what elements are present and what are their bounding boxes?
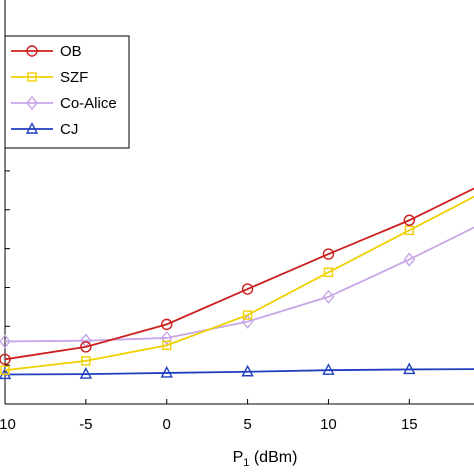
data-point	[404, 225, 415, 236]
legend-item: SZF	[11, 69, 88, 86]
data-point	[241, 364, 254, 377]
data-point	[241, 283, 254, 295]
data-point	[322, 289, 335, 304]
legend-label: SZF	[60, 69, 88, 86]
data-point	[160, 365, 173, 378]
series-line	[4, 226, 474, 343]
x-tick-label: 15	[401, 416, 418, 433]
data-point	[242, 310, 253, 320]
series-line	[4, 195, 474, 372]
x-tick-label: -10	[0, 416, 16, 433]
legend-label: CJ	[60, 121, 78, 138]
data-point	[162, 340, 172, 351]
ticks-layer: -10 -5 0 5 10 15	[0, 170, 418, 433]
x-axis-label-unit: (dBm)	[249, 449, 297, 466]
data-point	[0, 334, 11, 349]
legend-marker	[27, 72, 37, 82]
data-point	[79, 367, 93, 379]
data-point	[0, 353, 11, 366]
series-line	[4, 187, 474, 361]
data-point	[322, 363, 335, 375]
legend-label: OB	[60, 43, 82, 60]
x-tick-label: 10	[320, 416, 337, 433]
series-ob	[0, 187, 474, 366]
x-axis-label-main: P	[233, 449, 244, 466]
legend-marker	[26, 45, 38, 57]
data-point	[403, 252, 416, 267]
legend-item: OB	[11, 43, 82, 60]
legend-marker	[25, 121, 39, 134]
series-cj	[0, 362, 474, 380]
data-point	[322, 248, 335, 260]
data-point	[403, 214, 416, 226]
data-point	[160, 330, 173, 346]
series-line	[4, 368, 474, 376]
legend-marker	[26, 95, 38, 111]
series-szf	[0, 195, 474, 375]
legend-label: Co-Alice	[60, 95, 117, 112]
x-tick-label: 0	[163, 416, 171, 433]
data-point	[403, 362, 416, 375]
data-point	[323, 267, 334, 278]
series-layer	[0, 187, 474, 380]
legend-item: CJ	[11, 121, 78, 138]
data-point	[0, 365, 10, 375]
x-axis-label: P1 (dBm)	[233, 449, 298, 469]
legend-item: Co-Alice	[11, 95, 117, 112]
x-tick-label: -5	[79, 416, 92, 433]
x-tick-label: 5	[243, 416, 251, 433]
x-axis-label-sub: 1	[243, 457, 249, 469]
legend: OB SZF Co-Alice CJ	[4, 35, 130, 149]
data-point	[80, 341, 92, 353]
data-point	[81, 356, 91, 366]
data-point	[161, 318, 173, 331]
